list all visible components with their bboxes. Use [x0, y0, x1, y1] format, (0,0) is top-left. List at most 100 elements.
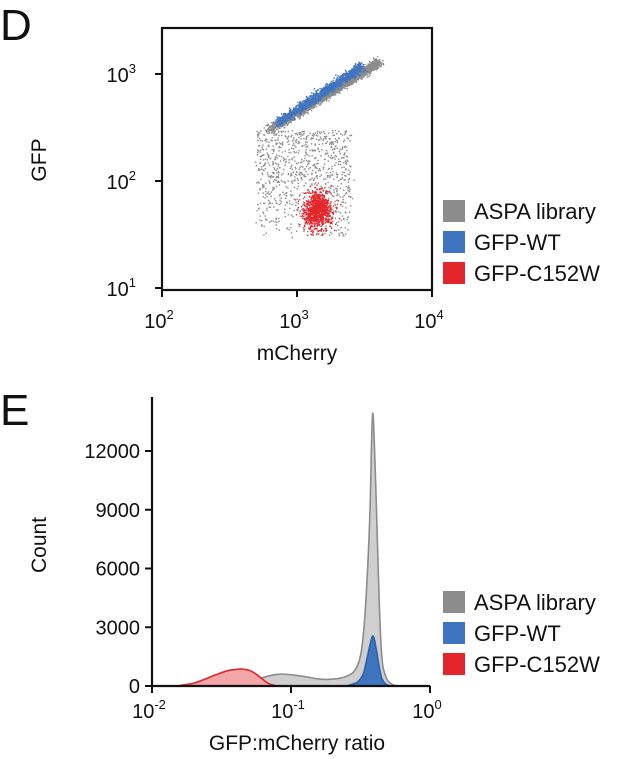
scatter-point	[364, 74, 366, 77]
scatter-point	[305, 105, 307, 108]
scatter-point	[341, 134, 344, 136]
scatter-point	[259, 189, 261, 191]
scatter-point	[271, 128, 273, 130]
scatter-point	[315, 156, 317, 159]
scatter-point	[301, 179, 303, 181]
scatter-point	[340, 84, 343, 86]
scatter-point	[335, 86, 337, 88]
scatter-point	[271, 202, 273, 205]
scatter-point	[345, 78, 347, 81]
scatter-point	[314, 150, 316, 152]
scatter-point	[272, 129, 274, 132]
scatter-point	[324, 93, 326, 95]
scatter-point	[275, 118, 278, 121]
scatter-point	[319, 104, 321, 106]
scatter-point	[302, 204, 304, 206]
scatter-point	[293, 148, 295, 150]
scatter-point	[348, 75, 350, 78]
scatter-point	[379, 59, 381, 61]
scatter-point	[341, 76, 344, 78]
scatter-point	[273, 150, 275, 153]
scatter-point	[263, 186, 265, 188]
scatter-point	[295, 168, 297, 170]
scatter-point	[345, 175, 347, 177]
scatter-point	[332, 79, 334, 82]
scatter-point	[284, 117, 286, 119]
scatter-point	[370, 70, 372, 72]
scatter-point	[280, 130, 282, 133]
scatter-point	[341, 173, 343, 176]
scatter-point	[304, 211, 306, 213]
scatter-point	[295, 141, 297, 143]
scatter-point	[301, 106, 303, 108]
scatter-point	[259, 215, 261, 217]
scatter-point	[333, 143, 335, 145]
scatter-point	[370, 69, 372, 71]
scatter-point	[348, 195, 350, 198]
scatter-point	[366, 69, 368, 71]
scatter-point	[344, 175, 346, 177]
scatter-point	[315, 172, 317, 174]
scatter-point	[317, 139, 320, 142]
scatter-point	[338, 151, 341, 153]
scatter-point	[261, 140, 263, 142]
scatter-point	[358, 76, 361, 79]
scatter-point	[299, 101, 301, 103]
scatter-series-gfp-wt	[272, 61, 368, 129]
scatter-point	[302, 227, 304, 229]
scatter-point	[349, 171, 351, 173]
scatter-point	[286, 228, 288, 230]
scatter-point	[285, 118, 287, 120]
scatter-point	[353, 76, 355, 78]
scatter-point	[338, 137, 340, 139]
scatter-point	[299, 101, 302, 103]
scatter-point	[260, 130, 262, 132]
scatter-point	[276, 123, 278, 125]
scatter-point	[330, 146, 332, 148]
scatter-point	[294, 114, 297, 116]
scatter-point	[278, 203, 280, 206]
scatter-point	[338, 233, 340, 235]
scatter-point	[287, 117, 290, 120]
scatter-point	[363, 75, 365, 77]
scatter-point	[334, 158, 336, 160]
scatter-point	[345, 193, 347, 195]
scatter-point	[256, 154, 259, 156]
scatter-point	[293, 186, 296, 189]
scatter-point	[344, 160, 347, 162]
scatter-point	[266, 138, 268, 141]
scatter-point	[302, 198, 305, 200]
scatter-point	[326, 92, 328, 95]
scatter-point	[371, 61, 374, 63]
scatter-point	[281, 122, 283, 125]
scatter-point	[301, 100, 303, 103]
scatter-point	[288, 140, 290, 142]
scatter-point	[300, 206, 303, 208]
scatter-point	[299, 224, 301, 226]
scatter-point	[284, 215, 286, 218]
scatter-point	[299, 103, 302, 106]
scatter-point	[276, 221, 278, 223]
scatter-point	[349, 195, 352, 198]
scatter-point	[345, 185, 347, 188]
scatter-point	[323, 93, 326, 96]
scatter-point	[349, 72, 352, 74]
scatter-point	[307, 98, 309, 101]
scatter-point	[278, 142, 281, 144]
scatter-point	[373, 69, 375, 71]
scatter-point	[311, 100, 313, 103]
scatter-point	[294, 166, 296, 168]
scatter-point	[303, 225, 306, 227]
scatter-point	[258, 132, 261, 134]
scatter-point	[336, 147, 338, 149]
scatter-point	[292, 119, 294, 121]
scatter-point	[319, 133, 321, 135]
scatter-point	[301, 161, 303, 163]
scatter-point	[311, 109, 313, 112]
scatter-point	[345, 71, 347, 73]
scatter-point	[305, 137, 307, 139]
scatter-point	[257, 150, 260, 152]
scatter-point	[284, 150, 286, 152]
scatter-point	[305, 96, 308, 98]
scatter-point	[319, 175, 321, 178]
